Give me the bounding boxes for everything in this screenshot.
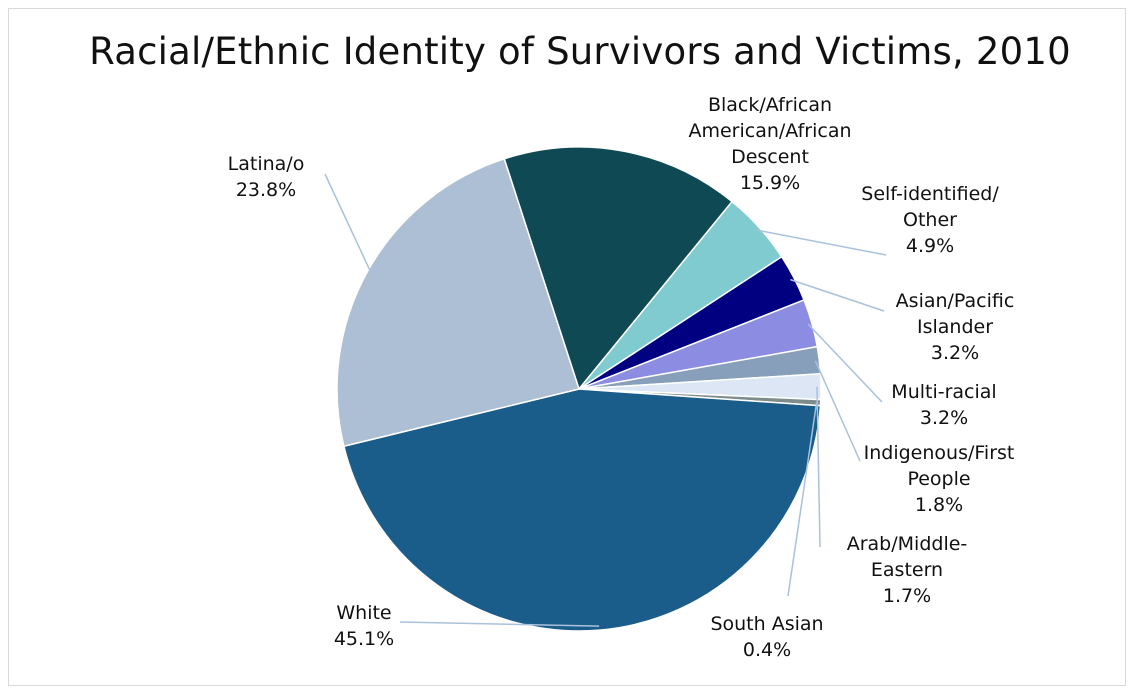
slice-value-label: 45.1% bbox=[334, 628, 394, 650]
slice-label: Multi-racial 3.2% bbox=[891, 381, 996, 429]
slice-value-label: 0.4% bbox=[743, 639, 791, 661]
slice-label: Latina/o 23.8% bbox=[228, 153, 305, 201]
slice-value-label: 15.9% bbox=[740, 172, 800, 194]
leader-line bbox=[399, 621, 600, 627]
chart-title: Racial/Ethnic Identity of Survivors and … bbox=[89, 30, 1071, 73]
slice-name-label: South Asian bbox=[710, 613, 823, 635]
leader-line bbox=[790, 278, 885, 312]
slice-name-label: Multi-racial bbox=[891, 381, 996, 403]
slice-label: Asian/Pacific Islander 3.2% bbox=[896, 290, 1015, 364]
pie-slice bbox=[503, 146, 734, 391]
pie-slice bbox=[342, 388, 822, 632]
slice-name-label: Latina/o bbox=[228, 153, 305, 175]
slice-name-label: Descent bbox=[731, 146, 809, 168]
slice-value-label: 23.8% bbox=[236, 179, 296, 201]
pie-slices bbox=[336, 146, 822, 632]
slice-label: White 45.1% bbox=[334, 602, 394, 650]
slice-label: Arab/Middle- Eastern 1.7% bbox=[847, 533, 968, 607]
leader-line bbox=[816, 386, 821, 548]
leader-line bbox=[324, 173, 372, 274]
slice-label: South Asian 0.4% bbox=[710, 613, 823, 661]
slice-name-label: Asian/Pacific bbox=[896, 290, 1015, 312]
slice-value-label: 1.8% bbox=[915, 494, 963, 516]
leader-line bbox=[814, 360, 861, 462]
leader-line bbox=[755, 229, 887, 256]
leader-line bbox=[787, 402, 818, 597]
slice-name-label: People bbox=[907, 468, 970, 490]
slice-label: Black/African American/African Descent 15.9… bbox=[688, 94, 851, 194]
slice-label: Self-identified/Other 4.9% bbox=[861, 183, 999, 257]
slice-value-label: 3.2% bbox=[931, 342, 979, 364]
slice-value-label: 4.9% bbox=[906, 235, 954, 257]
slice-value-label: 1.7% bbox=[883, 585, 931, 607]
slice-value-label: 3.2% bbox=[920, 407, 968, 429]
leader-line bbox=[807, 323, 883, 403]
pie-slice bbox=[336, 157, 580, 448]
slice-labels: Black/African American/African Descent 15.9… bbox=[228, 94, 1015, 661]
slice-name-label: American/African bbox=[688, 120, 851, 142]
slice-name-label: Islander bbox=[917, 316, 993, 338]
slice-name-label: White bbox=[336, 602, 391, 624]
slice-name-label: Eastern bbox=[871, 559, 943, 581]
slice-label: Indigenous/First People 1.8% bbox=[864, 442, 1015, 516]
leader-lines bbox=[324, 173, 887, 627]
slice-name-label: Indigenous/First bbox=[864, 442, 1015, 464]
slice-name-label: Arab/Middle- bbox=[847, 533, 968, 555]
slice-name-label: Other bbox=[903, 209, 957, 231]
slice-name-label: Self-identified/ bbox=[861, 183, 999, 205]
slice-name-label: Black/African bbox=[708, 94, 832, 116]
